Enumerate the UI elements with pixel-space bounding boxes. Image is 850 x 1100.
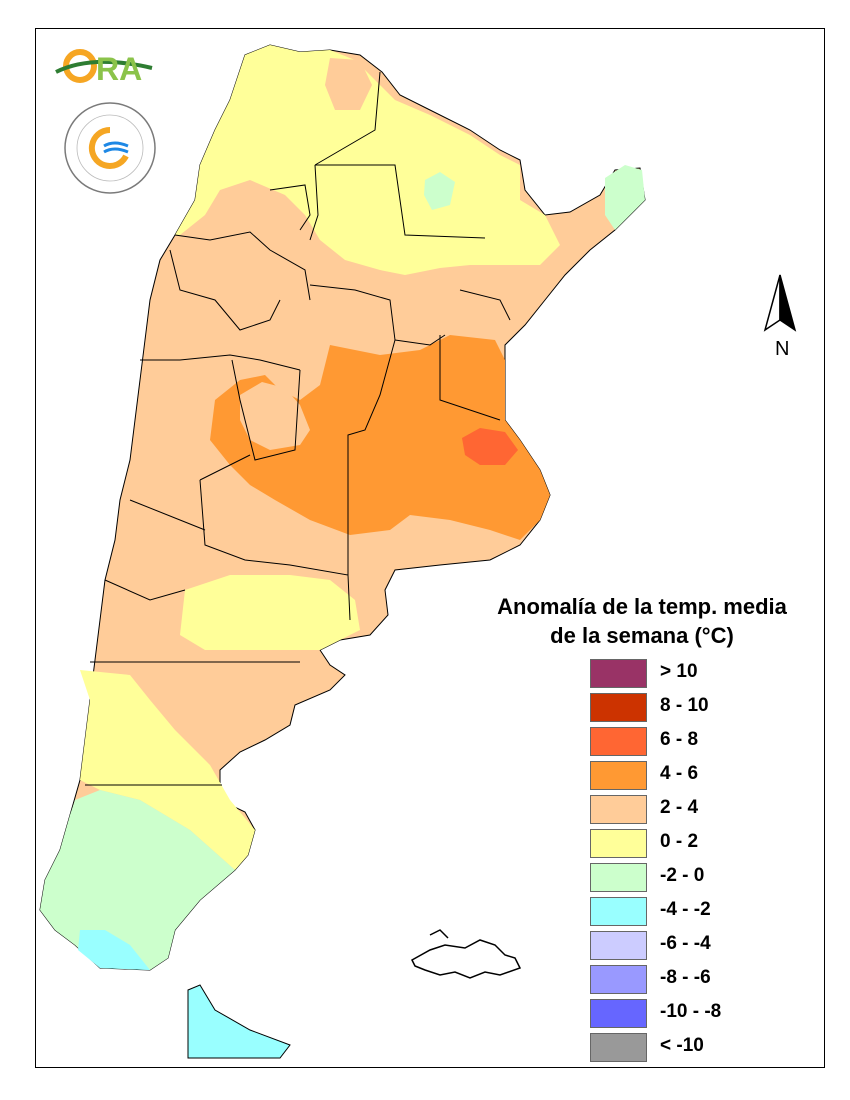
north-label: N (775, 338, 790, 360)
zone-2-4-inset (240, 382, 310, 450)
zone-minus2-0 (40, 165, 645, 970)
legend-swatch (590, 897, 647, 926)
zone-6-8 (462, 428, 518, 465)
legend-swatch (590, 727, 647, 756)
legend-label: 0 - 2 (660, 831, 699, 852)
legend-item: 4 - 6 (590, 761, 810, 792)
legend-label: -8 - -6 (660, 967, 711, 988)
legend-item: < -10 (590, 1033, 810, 1064)
legend-swatch (590, 965, 647, 994)
legend-label: -6 - -4 (660, 933, 711, 954)
legend-item: 0 - 2 (590, 829, 810, 860)
zone-4-6 (210, 335, 550, 540)
zone-0-2 (80, 45, 560, 870)
legend-item: -4 - -2 (590, 897, 810, 928)
legend-swatch (590, 659, 647, 688)
legend-label: -4 - -2 (660, 899, 711, 920)
legend-swatch (590, 1033, 647, 1062)
smn-logo (64, 102, 156, 194)
svg-text:RA: RA (96, 51, 142, 87)
legend-item: -6 - -4 (590, 931, 810, 962)
legend-swatch (590, 761, 647, 790)
legend-item: 8 - 10 (590, 693, 810, 724)
legend-label: > 10 (660, 661, 698, 682)
province-boundaries (85, 71, 511, 786)
legend-label: -2 - 0 (660, 865, 705, 886)
legend-label: < -10 (660, 1035, 704, 1056)
legend-swatch (590, 931, 647, 960)
map-frame (35, 28, 825, 1068)
legend-label: -10 - -8 (660, 1001, 722, 1022)
legend-swatch (590, 795, 647, 824)
legend-label: 2 - 4 (660, 797, 699, 818)
legend-swatch (590, 999, 647, 1028)
north-arrow-icon (763, 274, 797, 332)
legend-label: 8 - 10 (660, 695, 709, 716)
legend-swatch (590, 863, 647, 892)
legend-title-line1: Anomalía de la temp. media (497, 594, 787, 619)
legend-label: 6 - 8 (660, 729, 699, 750)
legend-item: -8 - -6 (590, 965, 810, 996)
ora-logo: RA (55, 49, 153, 87)
legend-item: > 10 (590, 659, 810, 690)
legend-label: 4 - 6 (660, 763, 699, 784)
legend-title: Anomalía de la temp. media de la semana … (462, 592, 822, 650)
legend-swatch (590, 693, 647, 722)
zone-minus4-minus2 (78, 930, 291, 1059)
legend-title-line2: de la semana (°C) (550, 623, 734, 648)
malvinas-islands (411, 929, 522, 979)
legend-item: -10 - -8 (590, 999, 810, 1030)
legend-item: 6 - 8 (590, 727, 810, 758)
legend-item: 2 - 4 (590, 795, 810, 826)
legend-swatch (590, 829, 647, 858)
legend-item: -2 - 0 (590, 863, 810, 894)
